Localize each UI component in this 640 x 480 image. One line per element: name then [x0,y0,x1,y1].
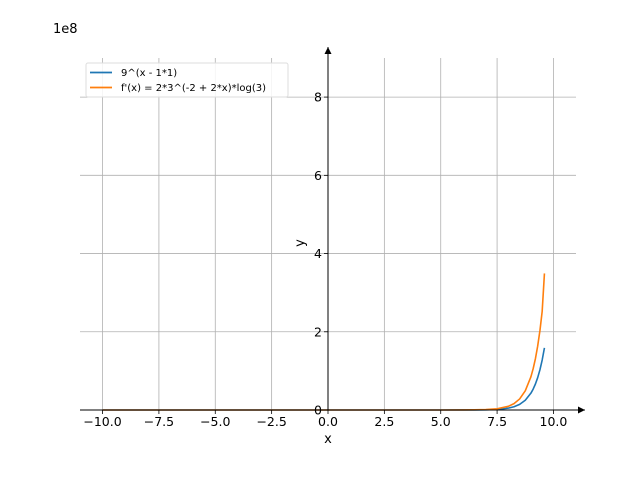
legend-label-2: f'(x) = 2*3^(-2 + 2*x)*log(3) [121,83,266,94]
x-tick-label: −7.5 [144,414,174,429]
axes [80,47,585,414]
y-tick-label: 2 [314,324,322,339]
legend-box [85,62,289,98]
y-axis-arrow [324,47,332,54]
x-tick-label: 2.5 [374,414,394,429]
x-tick-label: 5.0 [431,414,451,429]
legend: 9^(x - 1*1) f'(x) = 2*3^(-2 + 2*x)*log(3) [85,62,289,98]
x-axis-arrow [578,406,585,414]
x-tick-label: 0.0 [318,414,338,429]
x-tick-label: −10.0 [83,414,121,429]
y-tick-label: 4 [314,246,322,261]
y-tick-label: 8 [314,90,322,105]
legend-label-1: 9^(x - 1*1) [121,68,177,79]
y-multiplier-label: 1e8 [53,22,78,37]
y-axis-title: y [293,239,308,247]
x-tick-label: −5.0 [200,414,230,429]
x-axis-title: x [324,432,332,447]
y-tick-label: 6 [314,168,322,183]
x-tick-label: 10.0 [540,414,568,429]
series-line-2 [102,273,546,411]
x-tick-label: −2.5 [256,414,286,429]
tick-labels: −10.0 −7.5 −5.0 −2.5 0.0 2.5 5.0 7.5 10.0 0 2 4 6 8 [83,90,567,429]
series-line-1 [102,347,546,411]
x-tick-label: 7.5 [487,414,507,429]
y-tick-label: 0 [314,403,322,418]
series-layer [102,273,546,411]
